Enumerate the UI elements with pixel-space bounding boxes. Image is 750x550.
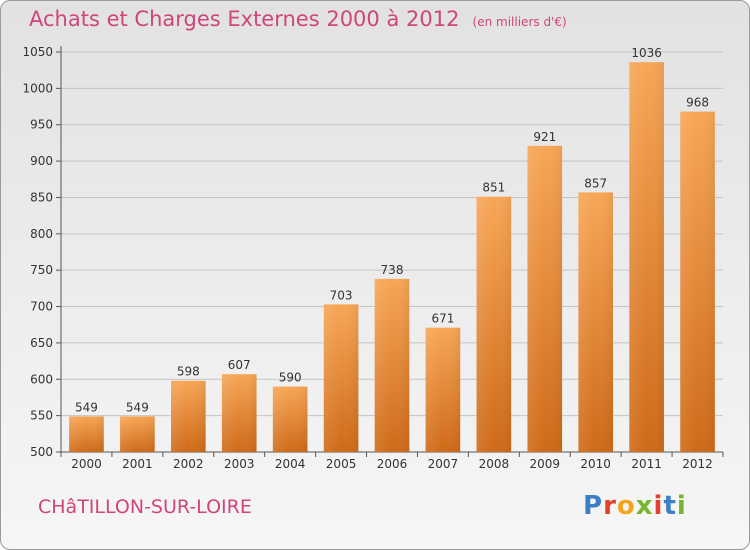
bar-shine-2002 [170, 380, 206, 452]
x-tick-label-2004: 2004 [275, 457, 306, 471]
bar-shine-2011 [629, 62, 664, 452]
y-tick-label: 900 [30, 154, 53, 168]
data-label-2008: 851 [482, 181, 505, 195]
y-tick-label: 600 [30, 372, 53, 386]
data-label-2009: 921 [533, 130, 556, 144]
title-text: Achats et Charges Externes 2000 à 2012 [29, 7, 460, 31]
y-tick-label: 650 [30, 336, 53, 350]
data-label-2011: 1036 [631, 46, 662, 60]
logo-letter: x [635, 491, 654, 521]
bar-shine-2008 [476, 196, 512, 452]
x-tick-label-2000: 2000 [71, 457, 102, 471]
data-label-2006: 738 [381, 263, 404, 277]
data-label-2007: 671 [431, 312, 454, 326]
logo-letter: t [663, 491, 677, 521]
x-tick-label-2002: 2002 [173, 457, 204, 471]
x-tick-label-2006: 2006 [377, 457, 408, 471]
x-tick-label-2005: 2005 [326, 457, 357, 471]
y-tick-label: 950 [30, 118, 53, 132]
y-tick-label: 550 [30, 409, 53, 423]
data-label-2005: 703 [330, 288, 353, 302]
unit-text: (en milliers d'€) [472, 15, 567, 29]
x-tick-label-2007: 2007 [428, 457, 459, 471]
x-tick-label-2001: 2001 [122, 457, 153, 471]
y-tick-label: 500 [30, 445, 53, 459]
logo-letter: i [676, 491, 687, 521]
x-tick-label-2003: 2003 [224, 457, 255, 471]
data-label-2012: 968 [686, 96, 709, 110]
bar-shine-2004 [272, 386, 308, 452]
x-tick-label-2009: 2009 [529, 457, 560, 471]
logo-letter: P [583, 491, 604, 521]
bar-shine-2009 [527, 145, 563, 452]
town-name: CHâTILLON-SUR-LOIRE [38, 496, 252, 518]
bar-shine-2012 [680, 111, 715, 453]
logo-letter: r [603, 491, 617, 521]
y-tick-label: 1050 [22, 45, 53, 59]
bar-shine-2003 [221, 374, 257, 452]
x-tick-label-2012: 2012 [682, 457, 713, 471]
bar-shine-2010 [578, 192, 614, 452]
x-tick-label-2008: 2008 [479, 457, 510, 471]
data-label-2001: 549 [126, 400, 149, 414]
bar-shine-2001 [120, 416, 155, 452]
bar-shine-2007 [425, 327, 461, 452]
data-label-2002: 598 [177, 365, 200, 379]
x-tick-label-2010: 2010 [580, 457, 611, 471]
logo-letter: o [616, 491, 636, 521]
bar-shine-2006 [374, 278, 410, 452]
y-tick-label: 800 [30, 227, 53, 241]
chart-title: Achats et Charges Externes 2000 à 2012 (… [29, 7, 567, 31]
y-tick-label: 850 [30, 190, 53, 204]
x-tick-label-2011: 2011 [631, 457, 662, 471]
y-tick-label: 1000 [22, 81, 53, 95]
y-tick-label: 700 [30, 300, 53, 314]
data-label-2000: 549 [75, 400, 98, 414]
data-label-2004: 590 [279, 371, 302, 385]
bar-shine-2000 [69, 416, 104, 452]
data-label-2010: 857 [584, 176, 607, 190]
y-tick-label: 750 [30, 263, 53, 277]
bar-shine-2005 [323, 304, 359, 452]
data-label-2003: 607 [228, 358, 251, 372]
proxiti-logo: Proxiti [583, 491, 687, 521]
logo-letter: i [653, 491, 664, 521]
